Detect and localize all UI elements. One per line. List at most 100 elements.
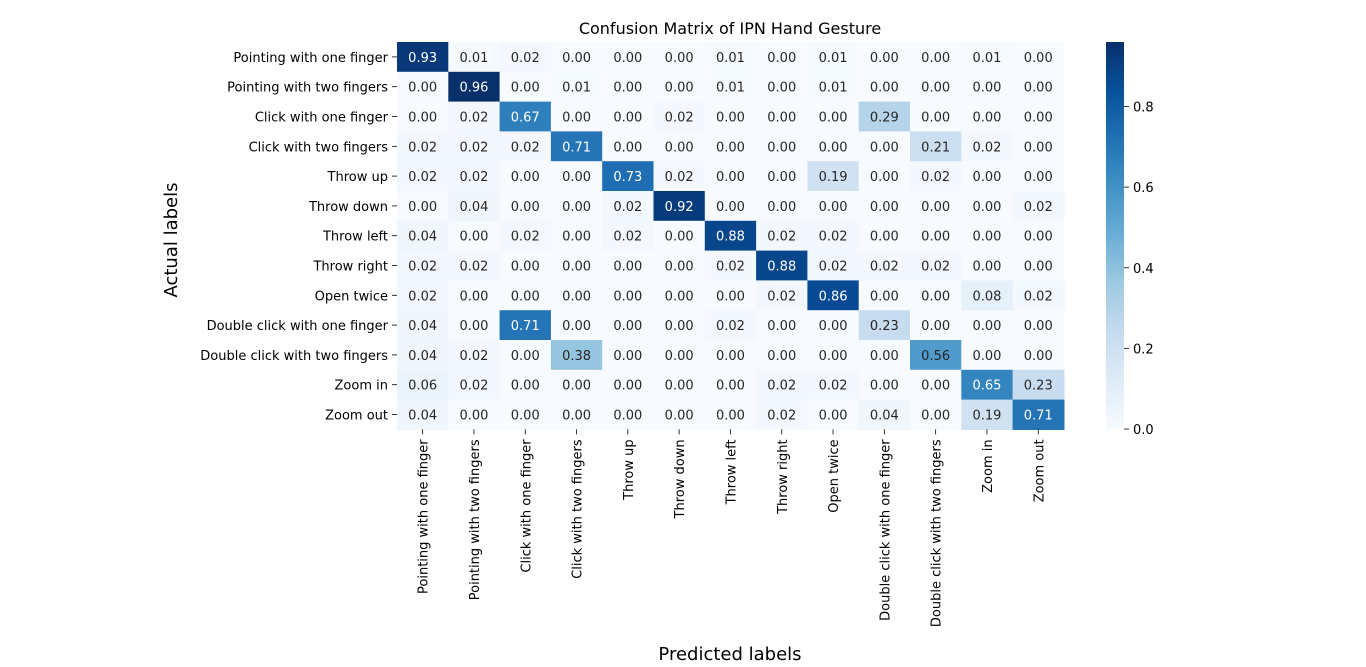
heatmap-cell <box>653 250 706 281</box>
heatmap-cell <box>910 399 962 430</box>
heatmap-cell <box>756 191 808 222</box>
cell-value-label: 0.02 <box>459 140 488 155</box>
heatmap-cell <box>704 310 757 341</box>
cell-value-label: 0.00 <box>716 170 745 185</box>
cell-value-label: 0.02 <box>408 140 437 155</box>
heatmap-cell <box>858 71 911 103</box>
heatmap-cell <box>653 101 706 132</box>
heatmap-cell <box>756 71 808 103</box>
cell-value-label: 0.00 <box>870 200 899 215</box>
cell-value-label: 0.01 <box>716 81 745 96</box>
cell-value-label: 0.23 <box>1024 379 1053 394</box>
heatmap-cell <box>756 131 808 162</box>
cell-value-label: 0.00 <box>511 349 540 364</box>
cell-value-label: 0.00 <box>562 170 591 185</box>
cell-value-label: 0.00 <box>459 289 488 304</box>
cell-value-label: 0.00 <box>408 81 437 96</box>
heatmap-cell <box>448 220 501 252</box>
cell-value-label: 0.00 <box>921 81 950 96</box>
heatmap-cell <box>550 220 603 252</box>
heatmap-cell <box>858 161 911 192</box>
heatmap-cells <box>397 42 1065 430</box>
cell-value-label: 0.02 <box>819 379 848 394</box>
heatmap-cell <box>550 42 603 73</box>
cell-value-label: 0.00 <box>562 260 591 275</box>
y-tick-label: Throw down <box>308 200 388 215</box>
cell-value-label: 0.00 <box>767 349 796 364</box>
cell-value-label: 0.00 <box>767 81 796 96</box>
cell-value-label: 0.21 <box>921 140 950 155</box>
heatmap-cell <box>397 191 449 222</box>
heatmap-cell <box>858 191 911 222</box>
heatmap-cell <box>807 71 860 103</box>
colorbar-tick-label: 0.0 <box>1133 423 1154 438</box>
cell-value-label: 0.00 <box>613 260 642 275</box>
heatmap-cell <box>448 250 501 281</box>
heatmap-cell <box>550 250 603 281</box>
cell-value-label: 0.00 <box>511 260 540 275</box>
heatmap-cell <box>653 369 706 401</box>
heatmap-cell <box>756 220 808 252</box>
cell-value-label: 0.73 <box>613 170 642 185</box>
heatmap-cell <box>704 369 757 401</box>
cell-value-label: 0.02 <box>459 349 488 364</box>
cell-value-label: 0.56 <box>921 349 950 364</box>
cell-value-label: 0.67 <box>511 111 540 126</box>
heatmap-cell <box>704 220 757 252</box>
cell-value-label: 0.93 <box>408 51 437 66</box>
heatmap-cell <box>910 131 962 162</box>
x-axis-label: Predicted labels <box>658 644 801 663</box>
cell-value-label: 0.29 <box>870 111 899 126</box>
cell-value-label: 0.38 <box>562 349 591 364</box>
heatmap-cell <box>807 101 860 132</box>
heatmap-cell <box>653 220 706 252</box>
heatmap-cell <box>448 191 501 222</box>
colorbar-ticks: 0.0 0.2 0.4 0.6 0.8 <box>1124 101 1154 438</box>
heatmap-cell <box>397 131 449 162</box>
heatmap-cell <box>704 280 757 311</box>
colorbar-tick-label: 0.8 <box>1133 101 1154 116</box>
heatmap-cell <box>602 220 655 252</box>
cell-value-label: 0.00 <box>613 349 642 364</box>
heatmap-cell <box>807 42 860 73</box>
heatmap-cell <box>1012 191 1065 222</box>
heatmap-cell <box>1012 131 1065 162</box>
cell-value-label: 0.04 <box>408 409 437 424</box>
cell-value-label: 0.02 <box>665 111 694 126</box>
heatmap-cell <box>910 71 962 103</box>
cell-value-label: 0.02 <box>408 260 437 275</box>
cell-value-label: 0.02 <box>459 111 488 126</box>
heatmap-cell <box>653 310 706 341</box>
cell-value-label: 0.00 <box>511 409 540 424</box>
cell-value-label: 0.00 <box>665 289 694 304</box>
cell-value-label: 0.04 <box>408 319 437 334</box>
cell-value-label: 0.02 <box>921 170 950 185</box>
heatmap-cell <box>397 280 449 311</box>
heatmap-cell <box>653 191 706 222</box>
cell-value-label: 0.00 <box>511 379 540 394</box>
heatmap-cell <box>499 71 552 103</box>
cell-value-label: 0.02 <box>613 200 642 215</box>
cell-value-label: 0.00 <box>921 409 950 424</box>
heatmap-cell <box>550 101 603 132</box>
heatmap-cell <box>858 399 911 430</box>
heatmap-cell <box>704 42 757 73</box>
cell-value-label: 0.96 <box>459 81 488 96</box>
heatmap-cell <box>961 399 1014 430</box>
heatmap-cell <box>550 131 603 162</box>
heatmap-cell <box>756 250 808 281</box>
cell-value-label: 0.02 <box>665 170 694 185</box>
y-tick-label: Throw right <box>312 260 388 275</box>
heatmap-cell <box>653 280 706 311</box>
cell-value-label: 0.00 <box>716 140 745 155</box>
cell-value-label: 0.08 <box>972 289 1001 304</box>
cell-value-label: 0.02 <box>459 170 488 185</box>
cell-value-label: 0.02 <box>767 409 796 424</box>
heatmap-cell <box>448 71 501 103</box>
cell-value-label: 0.02 <box>408 170 437 185</box>
heatmap-cell <box>499 280 552 311</box>
heatmap-cell <box>397 250 449 281</box>
heatmap-cell <box>653 42 706 73</box>
heatmap-cell <box>961 71 1014 103</box>
